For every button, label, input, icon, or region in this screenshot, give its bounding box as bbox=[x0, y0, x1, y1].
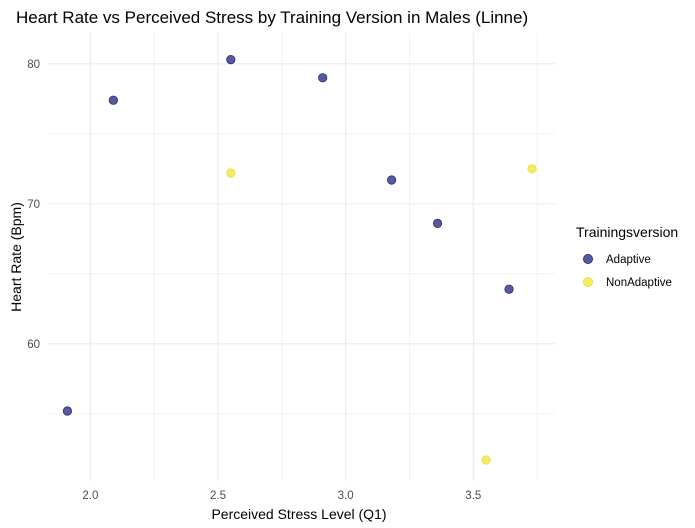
x-tick-label: 2.5 bbox=[210, 490, 226, 502]
y-tick-label: 80 bbox=[27, 59, 40, 71]
y-axis-label: Heart Rate (Bpm) bbox=[8, 202, 24, 312]
data-point-adaptive bbox=[62, 406, 73, 416]
legend-title: Trainingsversion bbox=[576, 224, 678, 240]
data-point-adaptive bbox=[226, 54, 236, 65]
chart-title: Heart Rate vs Perceived Stress by Traini… bbox=[16, 8, 528, 27]
data-point-adaptive bbox=[387, 175, 397, 185]
points-layer bbox=[62, 54, 537, 465]
grid-layer bbox=[47, 33, 555, 481]
x-tick-label: 3.0 bbox=[338, 490, 354, 502]
data-point-nonadaptive bbox=[527, 164, 537, 174]
y-tick-label: 70 bbox=[27, 199, 40, 211]
data-point-nonadaptive bbox=[226, 168, 236, 178]
data-point-nonadaptive bbox=[481, 455, 491, 465]
legend-swatch-adaptive bbox=[583, 253, 594, 264]
legend-label-nonadaptive: NonAdaptive bbox=[606, 277, 672, 289]
data-point-adaptive bbox=[432, 218, 443, 228]
x-tick-labels: 2.0 2.5 3.0 3.5 bbox=[82, 490, 481, 502]
legend-items: Adaptive NonAdaptive bbox=[583, 253, 672, 289]
x-tick-label: 2.0 bbox=[82, 490, 98, 502]
y-tick-label: 60 bbox=[27, 339, 40, 351]
x-tick-label: 3.5 bbox=[465, 490, 481, 502]
legend-swatch-nonadaptive bbox=[583, 276, 594, 287]
y-tick-labels: 60 70 80 bbox=[27, 59, 40, 351]
data-point-adaptive bbox=[504, 284, 514, 294]
legend-label-adaptive: Adaptive bbox=[606, 254, 651, 266]
legend: Trainingsversion Adaptive NonAdaptive bbox=[576, 224, 678, 289]
x-axis-label: Perceived Stress Level (Q1) bbox=[211, 506, 386, 522]
data-point-adaptive bbox=[318, 73, 328, 83]
data-point-adaptive bbox=[108, 95, 118, 105]
